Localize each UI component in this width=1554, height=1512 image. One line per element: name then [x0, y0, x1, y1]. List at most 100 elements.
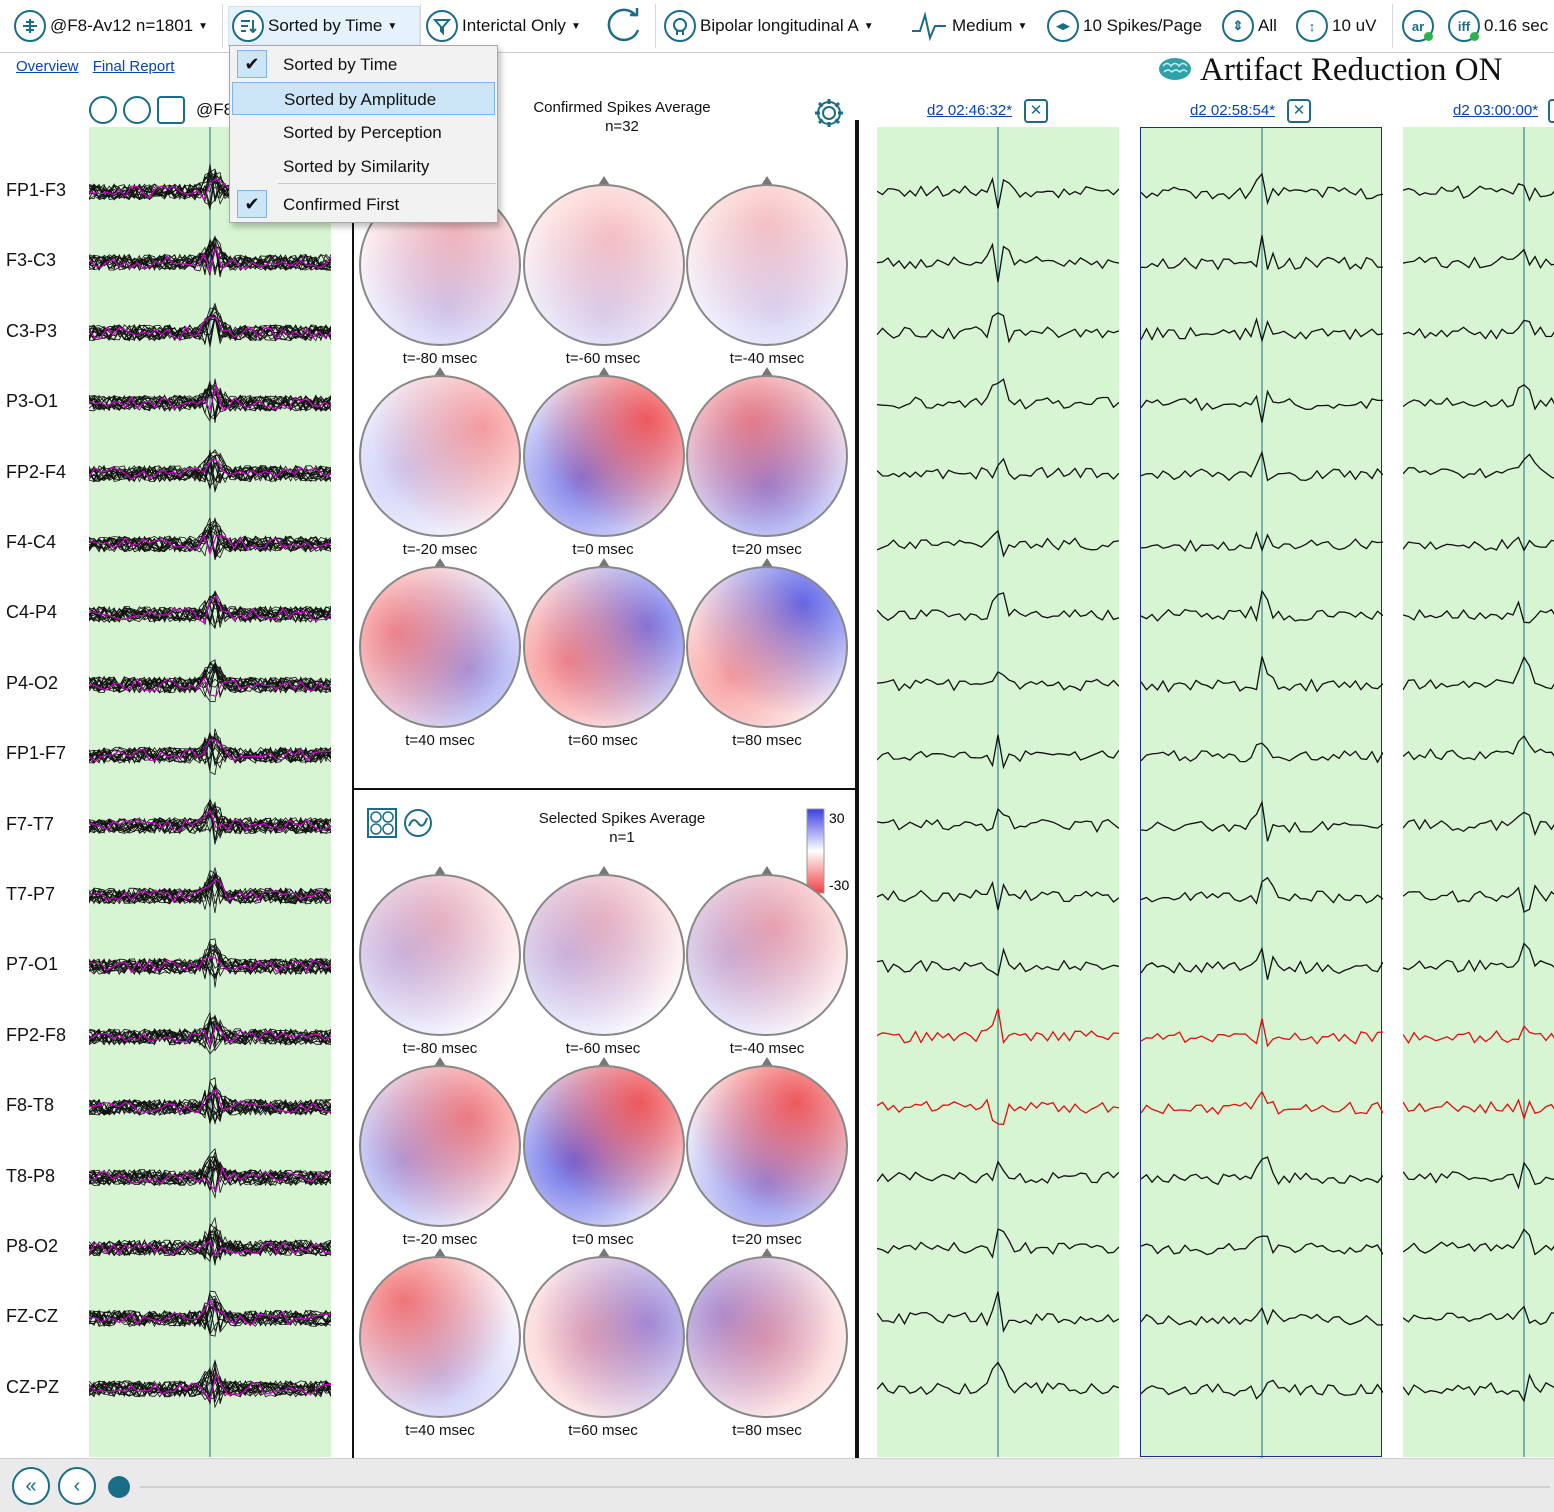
topo-map[interactable]	[524, 866, 684, 1035]
montage-ref-dropdown[interactable]: @F8-Av12 n=1801 ▼	[14, 8, 208, 44]
channel-label: P4-O2	[6, 673, 58, 694]
topo-time-label: t=60 msec	[543, 1422, 663, 1439]
report-links: Overview Final Report	[16, 58, 184, 75]
sort-menu-item-label: Sorted by Perception	[283, 123, 442, 143]
topo-time-label: t=-40 msec	[707, 350, 827, 367]
artifact-reduction-toggle[interactable]: ar	[1402, 8, 1438, 44]
topo-map[interactable]	[524, 367, 684, 536]
channel-label: FP1-F7	[6, 743, 66, 764]
remove-spike-button[interactable]: ✕	[1287, 99, 1311, 123]
sort-menu-item-label: Sorted by Amplitude	[284, 90, 436, 110]
topo-time-label: t=0 msec	[543, 541, 663, 558]
sort-menu-item[interactable]: Sorted by Similarity	[232, 150, 495, 183]
spike-time-link[interactable]: d2 03:00:00*	[1453, 102, 1538, 119]
sort-menu-item[interactable]: ✔Confirmed First	[232, 188, 495, 221]
chevron-down-icon: ▼	[198, 21, 208, 32]
menu-separator	[278, 183, 496, 184]
topo-time-label: t=80 msec	[707, 732, 827, 749]
chevron-down-icon: ▼	[1017, 21, 1027, 32]
filter-dropdown[interactable]: Interictal Only ▼	[426, 8, 581, 44]
topo-map[interactable]	[524, 1248, 684, 1417]
final-report-link[interactable]: Final Report	[93, 58, 175, 75]
sort-menu: ✔Sorted by Time Sorted by Amplitude Sorted…	[229, 45, 498, 223]
highlighted-trace	[1403, 1100, 1554, 1118]
eeg-trace	[1403, 1229, 1554, 1254]
previous-page-button[interactable]: ‹	[58, 1467, 96, 1505]
sensitivity-dropdown[interactable]: Medium▼	[910, 8, 1027, 44]
eeg-trace	[1403, 1163, 1554, 1188]
topo-map[interactable]	[687, 866, 847, 1035]
channel-label: FZ-CZ	[6, 1306, 58, 1327]
channel-label: F8-T8	[6, 1095, 54, 1116]
topo-map[interactable]	[687, 367, 847, 536]
eeg-trace	[1403, 184, 1554, 200]
topo-time-label: t=-80 msec	[380, 350, 500, 367]
topo-map[interactable]	[687, 1057, 847, 1226]
topo-map[interactable]	[687, 1248, 847, 1417]
montage-dropdown[interactable]: Bipolar longitudinal A▼	[664, 8, 874, 44]
scroll-thumb[interactable]	[108, 1476, 130, 1498]
topo-map[interactable]	[524, 176, 684, 345]
duration-label: 0.16 sec	[1484, 16, 1548, 36]
sort-menu-item[interactable]: Sorted by Amplitude	[232, 82, 495, 115]
topo-time-label: t=-20 msec	[380, 1231, 500, 1248]
channels-dropdown[interactable]: ⇕ All	[1222, 8, 1277, 44]
topo-time-label: t=-20 msec	[380, 541, 500, 558]
topo-map[interactable]	[360, 558, 520, 727]
topo-map[interactable]	[687, 176, 847, 345]
montage-ref-label: @F8-Av12 n=1801	[50, 16, 193, 36]
channel-label: P8-O2	[6, 1236, 58, 1257]
topo-map[interactable]	[687, 558, 847, 727]
topo-map[interactable]	[524, 1057, 684, 1226]
single-wave-icon[interactable]	[89, 96, 117, 124]
eeg-trace	[1403, 320, 1554, 338]
first-page-button[interactable]: «	[12, 1467, 50, 1505]
topo-time-label: t=-40 msec	[707, 1040, 827, 1057]
remove-spike-button[interactable]: ✕	[1024, 99, 1048, 123]
remove-spike-button[interactable]: ✕	[1548, 99, 1554, 123]
sort-menu-item-label: Sorted by Time	[283, 55, 397, 75]
brain-icon	[1158, 56, 1192, 82]
channel-label: T8-P8	[6, 1166, 55, 1187]
iff-toggle[interactable]: iff 0.16 sec	[1448, 8, 1548, 44]
sort-dropdown[interactable]: Sorted by Time▼	[232, 8, 397, 44]
topo-map[interactable]	[360, 1057, 520, 1226]
topo-map[interactable]	[360, 1248, 520, 1417]
refresh-button[interactable]	[604, 8, 644, 44]
spikes-per-page-dropdown[interactable]: ◂▸ 10 Spikes/Page	[1047, 8, 1202, 44]
gain-dropdown[interactable]: ↕ 10 uV	[1296, 8, 1376, 44]
scroll-track[interactable]	[140, 1486, 1550, 1488]
topo-map[interactable]	[524, 558, 684, 727]
overview-link[interactable]: Overview	[16, 58, 79, 75]
eeg-trace	[1403, 812, 1554, 834]
spike-column[interactable]	[1403, 127, 1554, 1457]
chevron-down-icon: ▼	[571, 21, 581, 32]
vertical-expand-icon: ⇕	[1222, 10, 1254, 42]
gain-label: 10 uV	[1332, 16, 1376, 36]
topo-time-label: t=40 msec	[380, 1422, 500, 1439]
overlay-wave-icon[interactable]	[157, 96, 185, 124]
sort-menu-item[interactable]: ✔Sorted by Time	[232, 48, 495, 81]
sort-menu-item[interactable]: Sorted by Perception	[232, 116, 495, 149]
spike-traces	[1403, 127, 1554, 1457]
topo-map[interactable]	[360, 367, 520, 536]
spike-column[interactable]	[877, 127, 1119, 1457]
filter-label: Interictal Only	[462, 16, 566, 36]
channel-label: FP1-F3	[6, 180, 66, 201]
sort-menu-item-label: Confirmed First	[283, 195, 399, 215]
chevron-down-icon: ▼	[387, 21, 397, 32]
spike-time-link[interactable]: d2 02:58:54*	[1190, 102, 1275, 119]
horizontal-zoom-icon: ◂▸	[1047, 10, 1079, 42]
spike-time-link[interactable]: d2 02:46:32*	[927, 102, 1012, 119]
channel-label: C3-P3	[6, 321, 57, 342]
montage-label: Bipolar longitudinal A	[700, 16, 859, 36]
refresh-icon	[604, 6, 644, 46]
bottom-navigation: « ‹	[0, 1458, 1554, 1512]
iff-icon: iff	[1448, 10, 1480, 42]
overlay-controls	[89, 96, 185, 124]
channel-label: F7-T7	[6, 814, 54, 835]
multi-wave-icon[interactable]	[123, 96, 151, 124]
spike-column[interactable]	[1140, 127, 1382, 1457]
topo-map[interactable]	[360, 866, 520, 1035]
topo-time-label: t=60 msec	[543, 732, 663, 749]
